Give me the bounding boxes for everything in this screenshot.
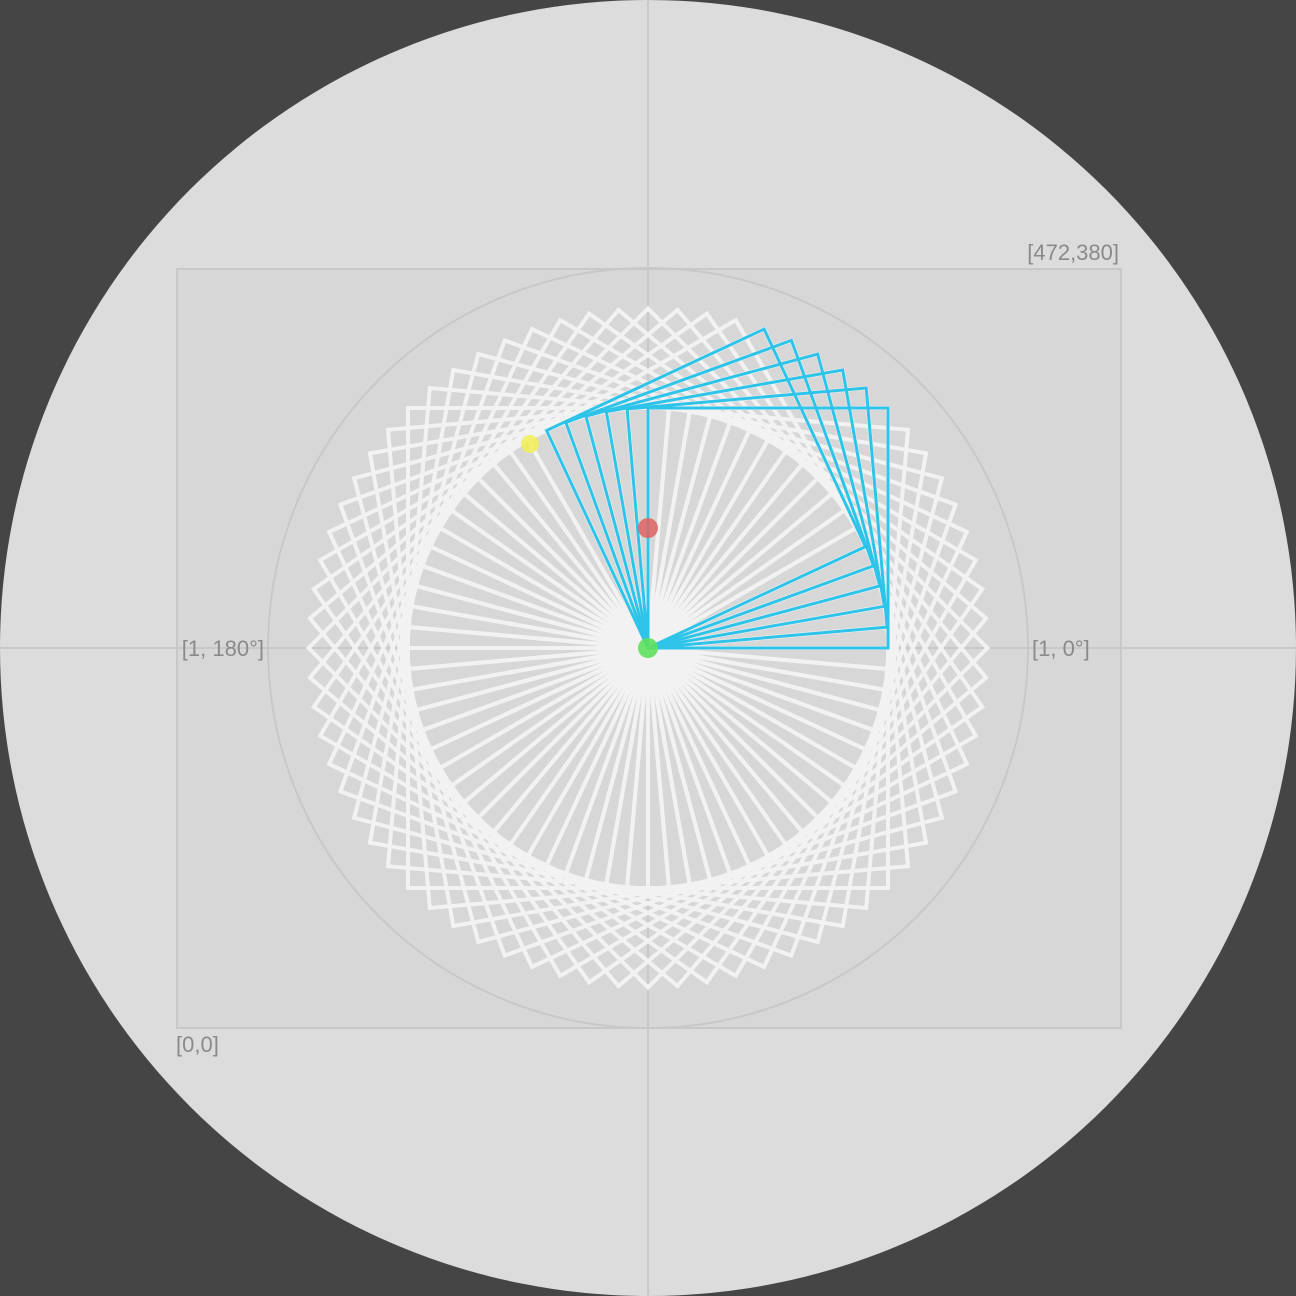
yellow-point [521,435,539,453]
active-squares [544,327,890,650]
red-point [638,518,658,538]
trail-square [645,409,929,693]
trail-square [645,507,986,848]
trail-square [645,461,989,806]
active-square [646,406,890,650]
trail-square [645,437,979,771]
active-square [625,386,889,650]
trail-square [645,448,986,789]
active-square [563,338,876,650]
trail-square [645,406,911,672]
label-right-axis: [1, 0°] [1032,636,1090,661]
trail-square [645,419,959,733]
active-square [584,352,882,650]
label-bottom-left: [0,0] [176,1032,219,1057]
trail-square [645,525,979,859]
green-point [638,638,658,658]
trail-square [645,413,945,713]
active-square [544,327,868,650]
active-square [604,368,887,650]
label-left-axis: [1, 180°] [182,636,264,661]
trail-square [645,490,989,835]
label-top-right: [472,380] [1027,240,1119,265]
unit-circle [267,267,1029,1029]
trail-square [645,475,991,821]
trail-square [645,427,970,753]
